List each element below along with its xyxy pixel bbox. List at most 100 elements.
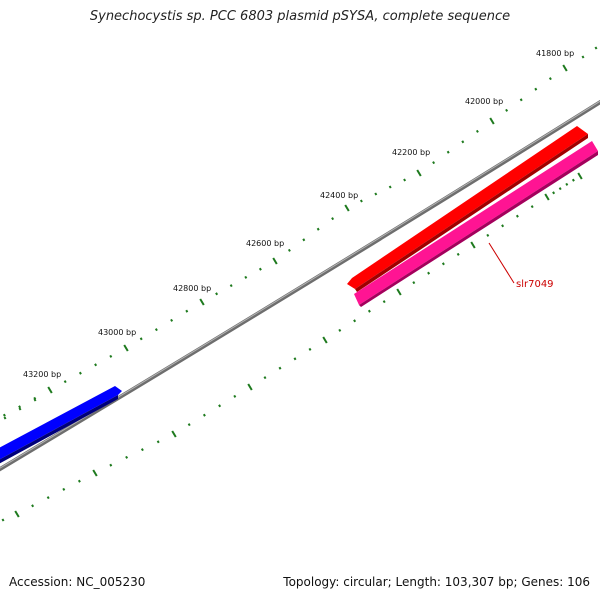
minor-tick — [432, 161, 436, 165]
gene-feature-slr7049[interactable] — [354, 141, 598, 307]
minor-tick — [446, 150, 450, 154]
major-tick-42600 — [272, 257, 278, 265]
minor-tick — [403, 178, 407, 182]
inner-minor-tick — [293, 357, 297, 361]
plasmid-backbone — [0, 99, 600, 472]
inner-minor-tick — [382, 300, 386, 304]
gene-feature-slr7049-body[interactable] — [354, 141, 598, 305]
inner-minor-tick — [486, 233, 490, 237]
gene-label-leader-line — [488, 242, 515, 284]
major-tick-41800 — [562, 64, 568, 72]
minor-tick — [229, 284, 233, 288]
minor-tick — [581, 55, 585, 59]
accession-text: Accession: NC_005230 — [9, 575, 146, 589]
gene-feature-blue-shade — [0, 395, 118, 464]
minor-tick — [548, 77, 552, 81]
inner-minor-tick — [140, 448, 144, 452]
minor-tick — [154, 328, 158, 332]
inner-major-tick — [396, 288, 402, 296]
minor-tick — [359, 199, 363, 203]
minor-tick — [388, 185, 392, 189]
minor-tick — [594, 46, 598, 50]
major-tick-42000 — [489, 117, 495, 125]
tick-label-42200: 42200 bp — [392, 148, 430, 157]
sequence-summary-text: Topology: circular; Length: 103,307 bp; … — [283, 575, 590, 589]
minor-tick — [3, 416, 7, 420]
minor-tick — [170, 318, 174, 322]
inner-major-tick — [470, 241, 476, 249]
inner-minor-tick — [62, 487, 66, 491]
minor-tick — [331, 217, 335, 221]
tick-label-41800: 41800 bp — [536, 49, 574, 58]
inner-major-tick — [247, 383, 253, 391]
inner-minor-tick — [515, 214, 519, 218]
inner-minor-tick — [77, 479, 81, 483]
minor-tick — [258, 267, 262, 271]
map-title: Synechocystis sp. PCC 6803 plasmid pSYSA… — [89, 9, 511, 24]
minor-tick — [33, 398, 37, 402]
inner-major-tick — [171, 430, 177, 438]
plasmid-backbone-highlight — [0, 100, 600, 469]
major-tick-43000 — [123, 344, 129, 352]
inner-minor-tick — [278, 366, 282, 370]
inner-major-tick — [544, 193, 550, 201]
minor-tick — [109, 354, 113, 358]
minor-tick — [534, 87, 538, 91]
inner-minor-tick — [125, 455, 129, 459]
gene-label-slr7049[interactable]: slr7049 — [516, 279, 554, 290]
minor-tick — [374, 192, 378, 196]
minor-tick — [215, 292, 219, 296]
minor-tick — [461, 140, 465, 144]
inner-minor-tick — [156, 440, 160, 444]
inner-minor-tick — [233, 394, 237, 398]
minor-tick — [2, 413, 6, 417]
tick-label-43200: 43200 bp — [23, 370, 61, 379]
major-tick-43200 — [47, 386, 53, 394]
inner-minor-tick — [558, 187, 562, 191]
tick-label-43000: 43000 bp — [98, 328, 136, 337]
inner-minor-tick — [1, 518, 5, 522]
inner-minor-tick — [552, 191, 556, 195]
inner-minor-tick — [456, 252, 460, 256]
inner-minor-tick — [218, 404, 222, 408]
minor-tick — [78, 371, 82, 375]
minor-tick — [519, 98, 523, 102]
inner-minor-tick — [530, 205, 534, 209]
gene-feature-blue-body[interactable] — [0, 386, 122, 462]
gene-feature-red-shade — [355, 134, 588, 292]
minor-tick — [18, 405, 22, 409]
inner-major-tick — [14, 510, 20, 518]
minor-tick — [505, 108, 509, 112]
gene-feature-red[interactable] — [347, 126, 588, 292]
inner-major-tick — [92, 469, 98, 477]
outer-scale-ticks: 41800 bp 42000 bp 42200 bp 42400 bp 42600 bp… — [2, 46, 598, 420]
inner-minor-tick — [367, 309, 371, 313]
major-tick-42400 — [344, 204, 350, 212]
minor-tick — [316, 227, 320, 231]
gene-feature-blue[interactable] — [0, 386, 122, 466]
inner-minor-tick — [202, 413, 206, 417]
inner-scale-ticks — [1, 172, 583, 522]
tick-label-42000: 42000 bp — [465, 97, 503, 106]
inner-minor-tick — [501, 224, 505, 228]
inner-minor-tick — [31, 504, 35, 508]
minor-tick — [287, 248, 291, 252]
tick-label-42800: 42800 bp — [173, 284, 211, 293]
gene-feature-red-body[interactable] — [347, 126, 588, 289]
minor-tick — [63, 380, 67, 384]
inner-minor-tick — [565, 182, 569, 186]
inner-major-tick — [322, 336, 328, 344]
inner-minor-tick — [571, 178, 575, 182]
minor-tick — [18, 407, 22, 411]
minor-tick — [475, 129, 479, 133]
major-tick-42800 — [199, 298, 205, 306]
inner-minor-tick — [109, 463, 113, 467]
tick-label-42600: 42600 bp — [246, 239, 284, 248]
inner-minor-tick — [441, 262, 445, 266]
tick-label-42400: 42400 bp — [320, 191, 358, 200]
inner-minor-tick — [308, 347, 312, 351]
inner-minor-tick — [338, 328, 342, 332]
inner-minor-tick — [46, 496, 50, 500]
